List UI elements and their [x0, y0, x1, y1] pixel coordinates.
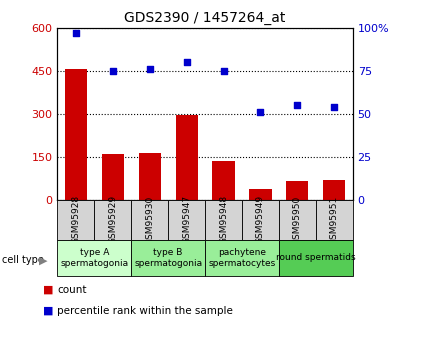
Bar — [168, 200, 205, 240]
Bar — [242, 200, 279, 240]
Point — [331, 104, 338, 110]
Bar — [65, 69, 87, 200]
Bar — [205, 200, 242, 240]
Bar — [94, 200, 131, 240]
Text: GSM95928: GSM95928 — [71, 195, 80, 245]
Text: GSM95950: GSM95950 — [293, 195, 302, 245]
Bar — [131, 240, 205, 276]
Text: GSM95947: GSM95947 — [182, 195, 191, 245]
Point — [109, 68, 116, 73]
Text: ■: ■ — [42, 306, 53, 315]
Bar — [286, 181, 309, 200]
Bar — [176, 115, 198, 200]
Bar — [316, 200, 353, 240]
Title: GDS2390 / 1457264_at: GDS2390 / 1457264_at — [125, 11, 286, 25]
Point — [220, 68, 227, 73]
Bar — [139, 153, 161, 200]
Bar — [249, 189, 272, 200]
Bar — [102, 154, 124, 200]
Text: GSM95951: GSM95951 — [330, 195, 339, 245]
Point — [72, 30, 79, 36]
Text: ▶: ▶ — [39, 256, 48, 265]
Bar — [57, 240, 131, 276]
Text: GSM95949: GSM95949 — [256, 195, 265, 245]
Text: GSM95929: GSM95929 — [108, 195, 117, 245]
Text: percentile rank within the sample: percentile rank within the sample — [57, 306, 233, 315]
Text: ■: ■ — [42, 285, 53, 295]
Point — [146, 66, 153, 72]
Point — [257, 109, 264, 115]
Text: GSM95930: GSM95930 — [145, 195, 154, 245]
Text: GSM95948: GSM95948 — [219, 195, 228, 245]
Text: cell type: cell type — [2, 256, 44, 265]
Text: type A
spermatogonia: type A spermatogonia — [60, 248, 128, 268]
Bar — [205, 240, 279, 276]
Text: count: count — [57, 285, 87, 295]
Point — [294, 102, 301, 108]
Bar — [279, 200, 316, 240]
Bar — [279, 240, 353, 276]
Bar — [131, 200, 168, 240]
Text: round spermatids: round spermatids — [276, 253, 356, 263]
Point — [183, 59, 190, 65]
Text: type B
spermatogonia: type B spermatogonia — [134, 248, 202, 268]
Bar — [57, 200, 94, 240]
Bar — [323, 180, 346, 200]
Bar — [212, 161, 235, 200]
Text: pachytene
spermatocytes: pachytene spermatocytes — [208, 248, 275, 268]
